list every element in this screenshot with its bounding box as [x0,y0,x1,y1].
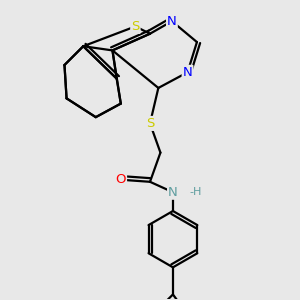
Text: N: N [183,66,192,79]
Text: S: S [131,20,140,33]
Text: O: O [116,173,126,186]
Text: -H: -H [190,187,202,197]
Text: N: N [168,186,178,199]
Text: S: S [146,117,154,130]
Text: N: N [167,15,177,28]
